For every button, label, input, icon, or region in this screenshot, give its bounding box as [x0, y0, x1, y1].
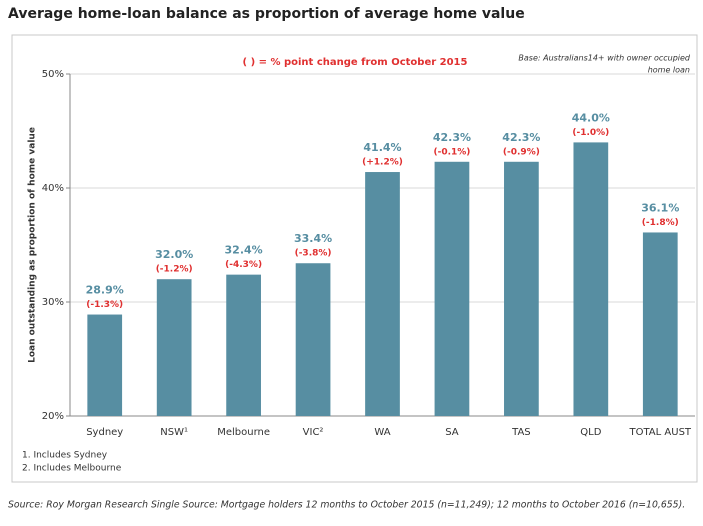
x-tick-label: TOTAL AUST [629, 427, 692, 438]
x-tick-label: SA [445, 427, 459, 438]
bar [87, 314, 123, 416]
bar [573, 142, 609, 416]
value-label: 42.3% [502, 131, 540, 144]
base-note: home loan [648, 66, 690, 75]
footnote: 1. Includes Sydney [22, 451, 108, 461]
value-label: 33.4% [294, 232, 332, 245]
y-axis-label: Loan outstanding as proportion of home v… [28, 127, 38, 363]
bar [434, 161, 470, 416]
change-label: (-0.1%) [433, 147, 470, 157]
change-label: (-3.8%) [295, 249, 332, 259]
value-label: 32.0% [155, 248, 193, 261]
bar [365, 172, 400, 416]
change-label: (+1.2%) [362, 158, 403, 168]
chart-frame [11, 34, 698, 483]
value-label: 42.3% [433, 131, 471, 144]
change-label: (-1.8%) [642, 218, 679, 228]
y-tick-label: 50% [42, 69, 64, 80]
change-label: (-1.3%) [86, 300, 123, 310]
value-label: 32.4% [225, 244, 263, 257]
change-label: (-1.2%) [156, 265, 193, 275]
x-tick-label: QLD [580, 427, 601, 438]
x-tick-label: Melbourne [217, 427, 270, 438]
value-label: 28.9% [86, 284, 124, 297]
bar [295, 263, 331, 416]
x-tick-label: WA [374, 427, 390, 438]
bar [642, 232, 678, 416]
change-label: (-1.0%) [572, 128, 609, 138]
value-label: 36.1% [641, 201, 679, 214]
x-tick-label: NSW¹ [160, 427, 188, 438]
bar [226, 274, 261, 416]
change-label: (-4.3%) [225, 260, 262, 270]
value-label: 44.0% [572, 111, 610, 124]
base-note: Base: Australians14+ with owner occupied [518, 54, 691, 63]
value-label: 41.4% [363, 141, 401, 154]
annotation: ( ) = % point change from October 2015 [243, 57, 468, 68]
y-tick-label: 40% [42, 183, 64, 194]
footnote: 2. Includes Melbourne [22, 464, 122, 474]
x-tick-label: TAS [511, 427, 531, 438]
change-label: (-0.9%) [503, 147, 540, 157]
x-tick-label: VIC² [303, 427, 324, 438]
bar [156, 279, 192, 416]
source: Source: Roy Morgan Research Single Sourc… [8, 500, 685, 511]
x-tick-label: Sydney [86, 427, 123, 438]
y-tick-label: 20% [42, 411, 64, 422]
chart-title: Average home-loan balance as proportion … [8, 6, 525, 22]
y-tick-label: 30% [42, 297, 64, 308]
bar [504, 161, 539, 416]
